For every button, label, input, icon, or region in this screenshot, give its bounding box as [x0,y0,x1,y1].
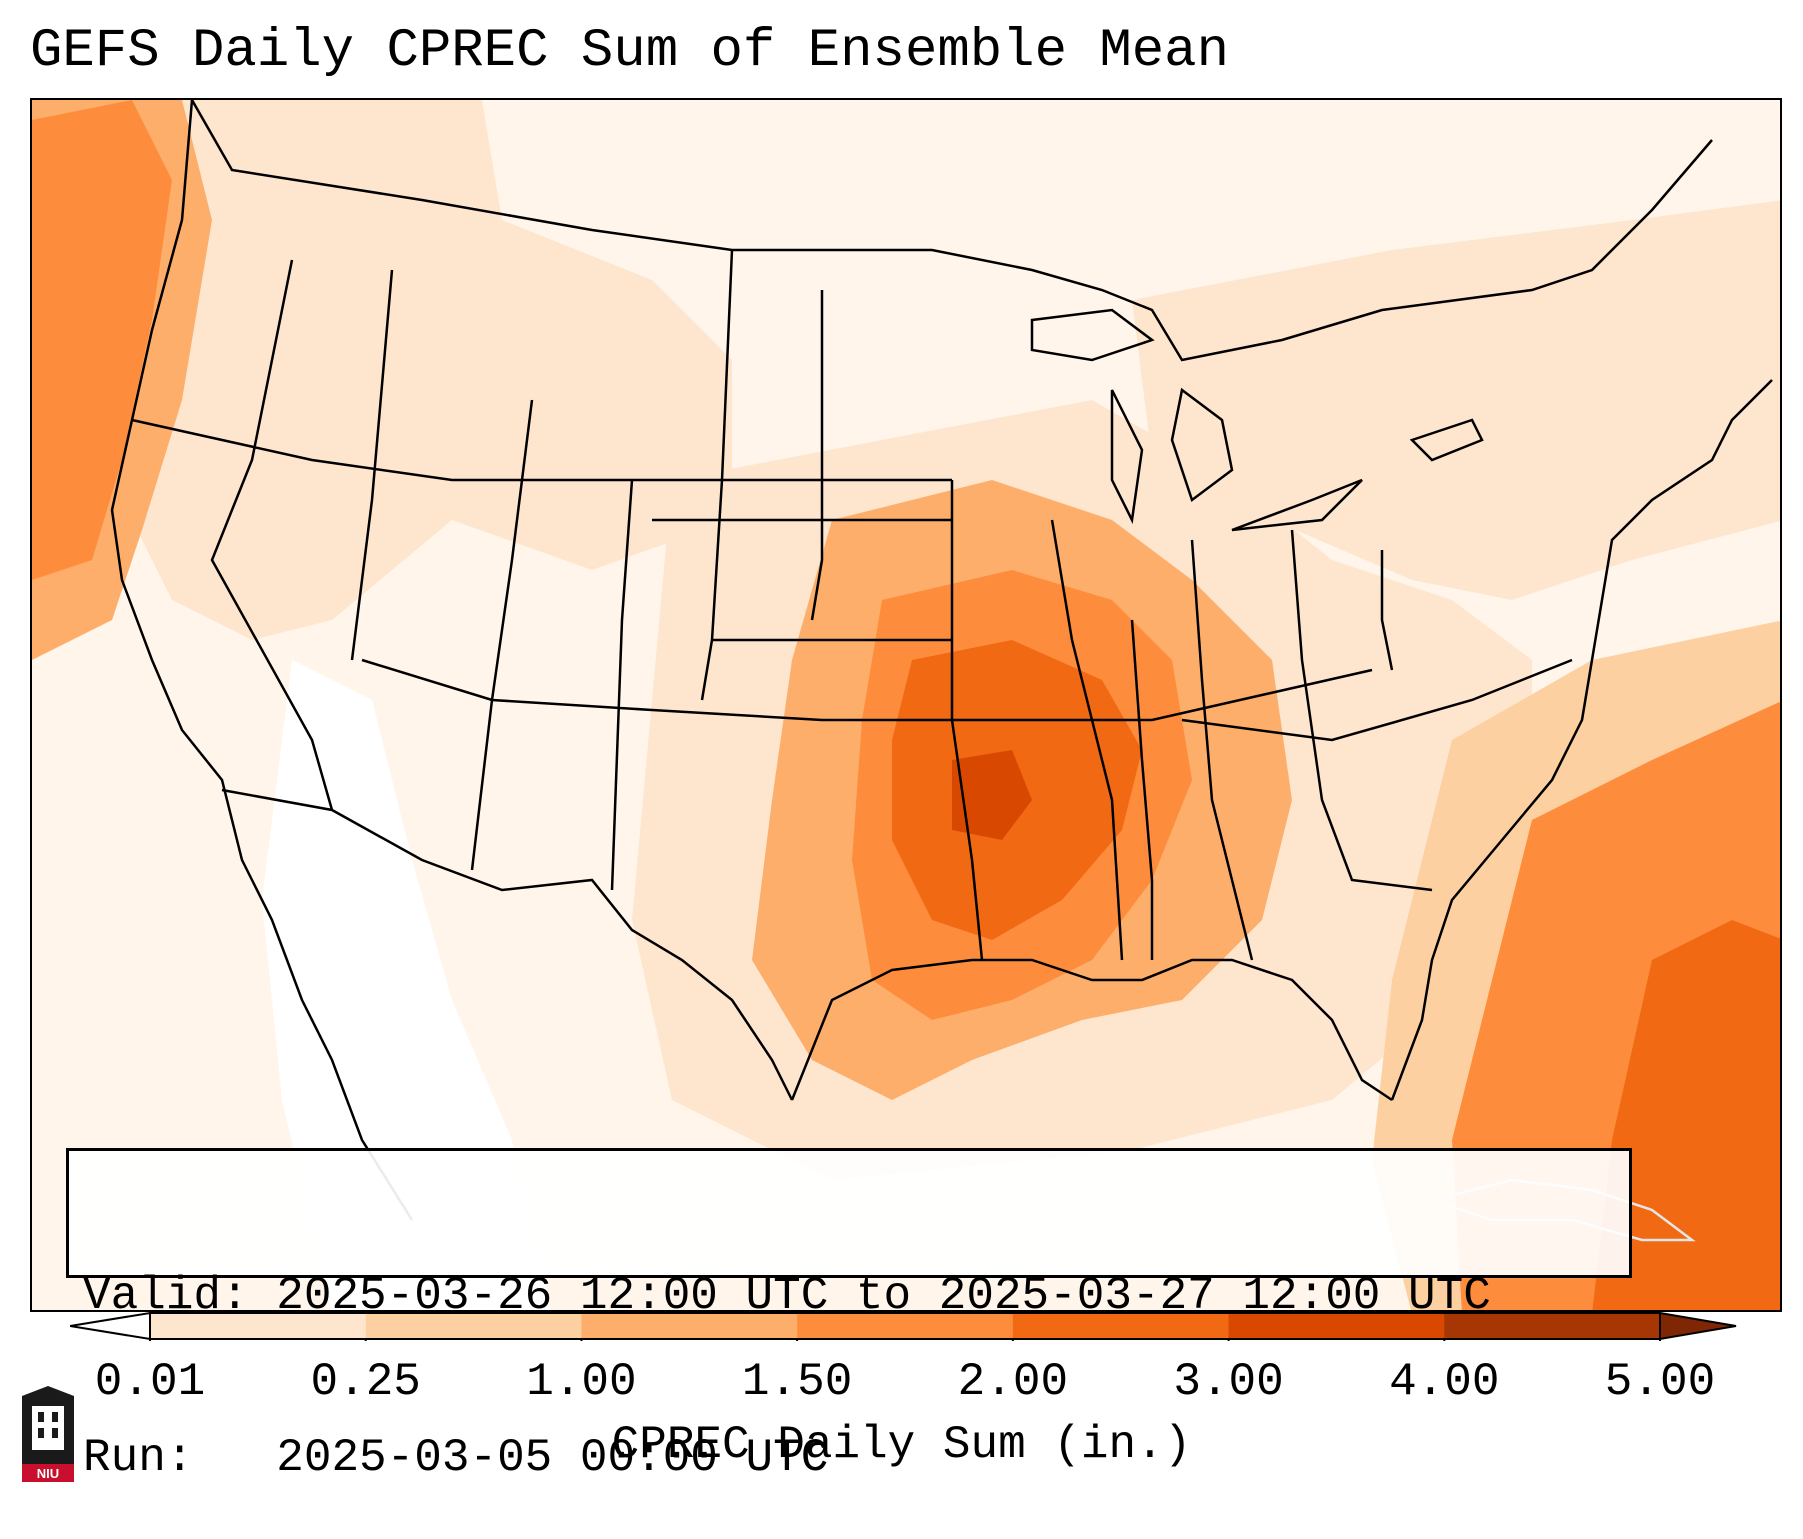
colorbar-tick-label: 4.00 [1389,1356,1500,1408]
colorbar [70,1311,1737,1341]
shade-pacific-nw-core [32,100,172,580]
precip-shading [32,100,1780,1310]
coast-west [110,100,414,1221]
niu-logo: NIU [22,1386,74,1482]
niu-logo-text: NIU [37,1466,59,1481]
validity-info-box: Valid: 2025-03-26 12:00 UTC to 2025-03-2… [66,1148,1632,1484]
shade-strong-atlantic [1592,920,1780,1310]
colorbar-tick-label: 5.00 [1604,1356,1716,1408]
state-lines [131,249,1573,961]
shade-white-sw [262,660,552,1310]
colorbar-segments [150,1313,1661,1339]
colorbar-tick-label: 0.25 [310,1356,421,1408]
boundaries [110,100,1773,1242]
colorbar-segment [581,1313,798,1339]
shade-light-northeast [1132,200,1780,600]
run-time-line: Run: 2025-03-05 00:00 UTC [83,1432,829,1484]
colorbar-outline [149,1312,1661,1340]
colorbar-tick-label: 3.00 [1173,1356,1284,1408]
colorbar-label: CPREC Daily Sum (in.) [611,1419,1192,1471]
colorbar-segment [365,1313,582,1339]
colorbar-tick-label: 1.00 [526,1356,637,1408]
colorbar-extend-low [70,1311,151,1341]
colorbar-tick-label: 0.01 [94,1356,206,1408]
colorbar-segment [1012,1313,1230,1339]
colorbar-segment [1444,1313,1661,1339]
shade-light-west [122,100,732,640]
colorbar-tick-label: 2.00 [957,1356,1069,1408]
colorbar-tick-label: 1.50 [741,1356,853,1408]
border-us-canada [190,100,1713,362]
page-title: GEFS Daily CPREC Sum of Ensemble Mean [30,21,1229,82]
precip-map [32,100,1780,1310]
coast-east [1390,379,1773,1101]
colorbar-segment [797,1313,1014,1339]
coast-gulf [790,958,1393,1102]
colorbar-segment [150,1313,367,1339]
map-panel [30,98,1782,1312]
colorbar-extend-high [1659,1311,1737,1341]
colorbar-segment [1228,1313,1445,1339]
great-lakes [1030,308,1484,532]
colorbar-ticks [149,1339,1661,1341]
border-us-mexico [221,788,794,1101]
shade-max-oklahoma [952,750,1032,840]
